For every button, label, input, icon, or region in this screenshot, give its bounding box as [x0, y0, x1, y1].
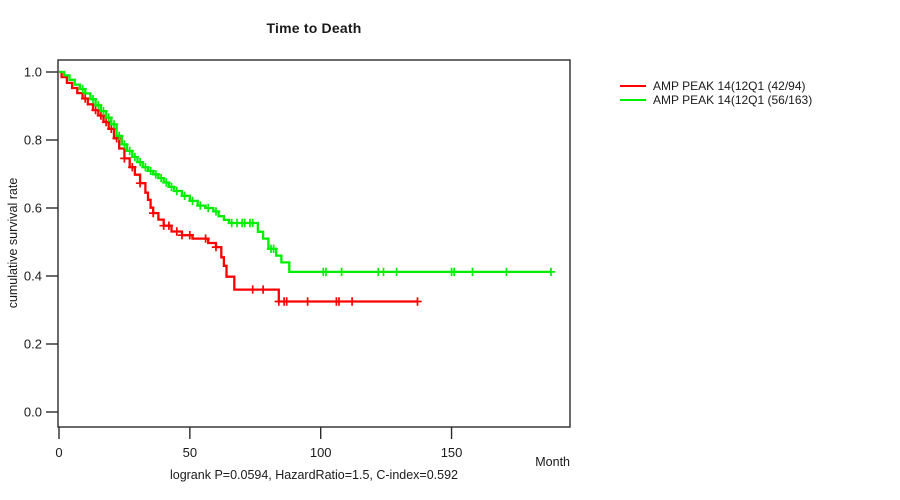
- legend-label-group2: AMP PEAK 14(12Q1 (56/163): [653, 93, 813, 107]
- survival-curve-red: [59, 70, 418, 303]
- legend-label-group1: AMP PEAK 14(12Q1 (42/94): [653, 79, 806, 93]
- y-tick-label: 0.4: [24, 269, 42, 284]
- x-tick-label: 150: [441, 445, 463, 460]
- legend: AMP PEAK 14(12Q1 (42/94) AMP PEAK 14(12Q…: [620, 79, 812, 107]
- y-tick-label: 0.8: [24, 133, 42, 148]
- survival-curve-green: [59, 70, 551, 274]
- x-axis-label: Month: [535, 455, 570, 469]
- legend-item-group1: AMP PEAK 14(12Q1 (42/94): [620, 79, 812, 93]
- censor-marks-green: [78, 84, 556, 277]
- plot-box: [57, 59, 571, 428]
- statistics-footnote: logrank P=0.0594, HazardRatio=1.5, C-ind…: [169, 468, 459, 482]
- censor-marks-red: [81, 94, 422, 306]
- legend-item-group2: AMP PEAK 14(12Q1 (56/163): [620, 93, 812, 107]
- legend-line-green: [620, 99, 646, 101]
- x-tick-label: 100: [310, 445, 332, 460]
- x-tick-label: 0: [55, 445, 62, 460]
- y-tick-label: 0.0: [24, 405, 42, 420]
- x-tick-label: 50: [183, 445, 197, 460]
- chart-title: Time to Death: [266, 20, 362, 36]
- y-tick-label: 0.6: [24, 201, 42, 216]
- y-tick-label: 0.2: [24, 337, 42, 352]
- y-axis-label: cumulative survival rate: [6, 177, 20, 309]
- y-tick-label: 1.0: [24, 65, 42, 80]
- legend-line-red: [620, 85, 646, 87]
